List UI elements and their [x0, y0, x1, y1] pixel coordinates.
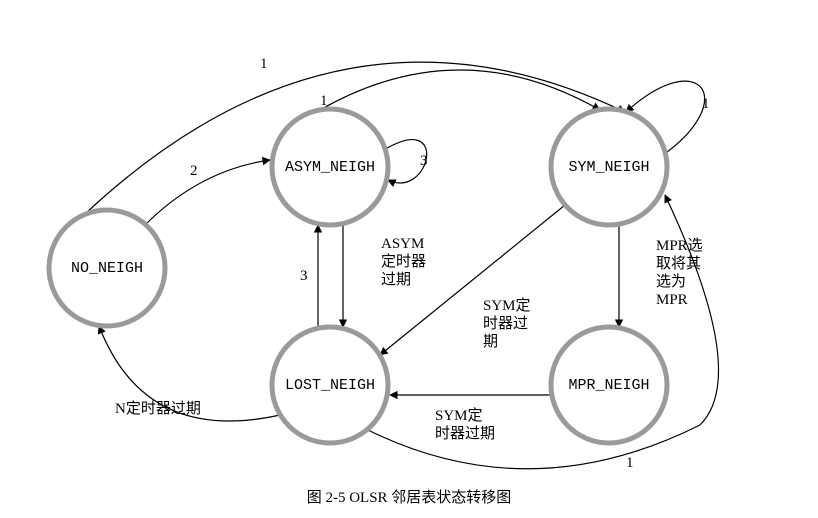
edge-label-mpr-lost: SYM定时器过期 — [435, 407, 495, 442]
edge-asym-sym-arc — [320, 70, 600, 110]
edge-label-no-asym: 2 — [190, 163, 198, 179]
state-node-no: NO_NEIGH — [49, 210, 165, 326]
state-label-sym: SYM_NEIGH — [568, 159, 649, 176]
edge-label-asym-self: 3 — [420, 153, 428, 169]
state-label-mpr: MPR_NEIGH — [568, 377, 649, 394]
state-node-sym: SYM_NEIGH — [551, 109, 667, 225]
state-node-lost: LOST_NEIGH — [272, 327, 388, 443]
nodes-layer: NO_NEIGH ASYM_NEIGH SYM_NEIGH LOST_NEIGH MPR… — [49, 109, 667, 443]
state-label-asym: ASYM_NEIGH — [285, 159, 375, 176]
state-label-no: NO_NEIGH — [71, 260, 143, 277]
state-diagram: 2 1 1 1 3 ASYM定时器过期 3 SYM定时器过期 MPR选取将其选为MPR SYM定时… — [0, 0, 818, 518]
diagram-caption: 图 2-5 OLSR 邻居表状态转移图 — [307, 489, 512, 506]
edge-label-no-sym-arc: 1 — [260, 56, 268, 72]
edge-label-sym-lost: SYM定时器过期 — [483, 297, 531, 350]
edge-no-asym — [145, 160, 270, 225]
edge-label-sym-self: 1 — [702, 96, 710, 112]
edge-label-asym-sym-arc: 1 — [320, 93, 328, 109]
edge-label-lost-sym: 1 — [626, 455, 634, 471]
edge-label-sym-mpr: MPR选取将其选为MPR — [656, 237, 703, 308]
state-node-mpr: MPR_NEIGH — [551, 327, 667, 443]
edge-label-asym-lost: ASYM定时器过期 — [381, 236, 426, 288]
edge-label-lost-asym: 3 — [300, 268, 308, 284]
state-label-lost: LOST_NEIGH — [285, 377, 375, 394]
state-node-asym: ASYM_NEIGH — [272, 109, 388, 225]
edge-label-lost-no: N定时器过期 — [115, 400, 201, 417]
